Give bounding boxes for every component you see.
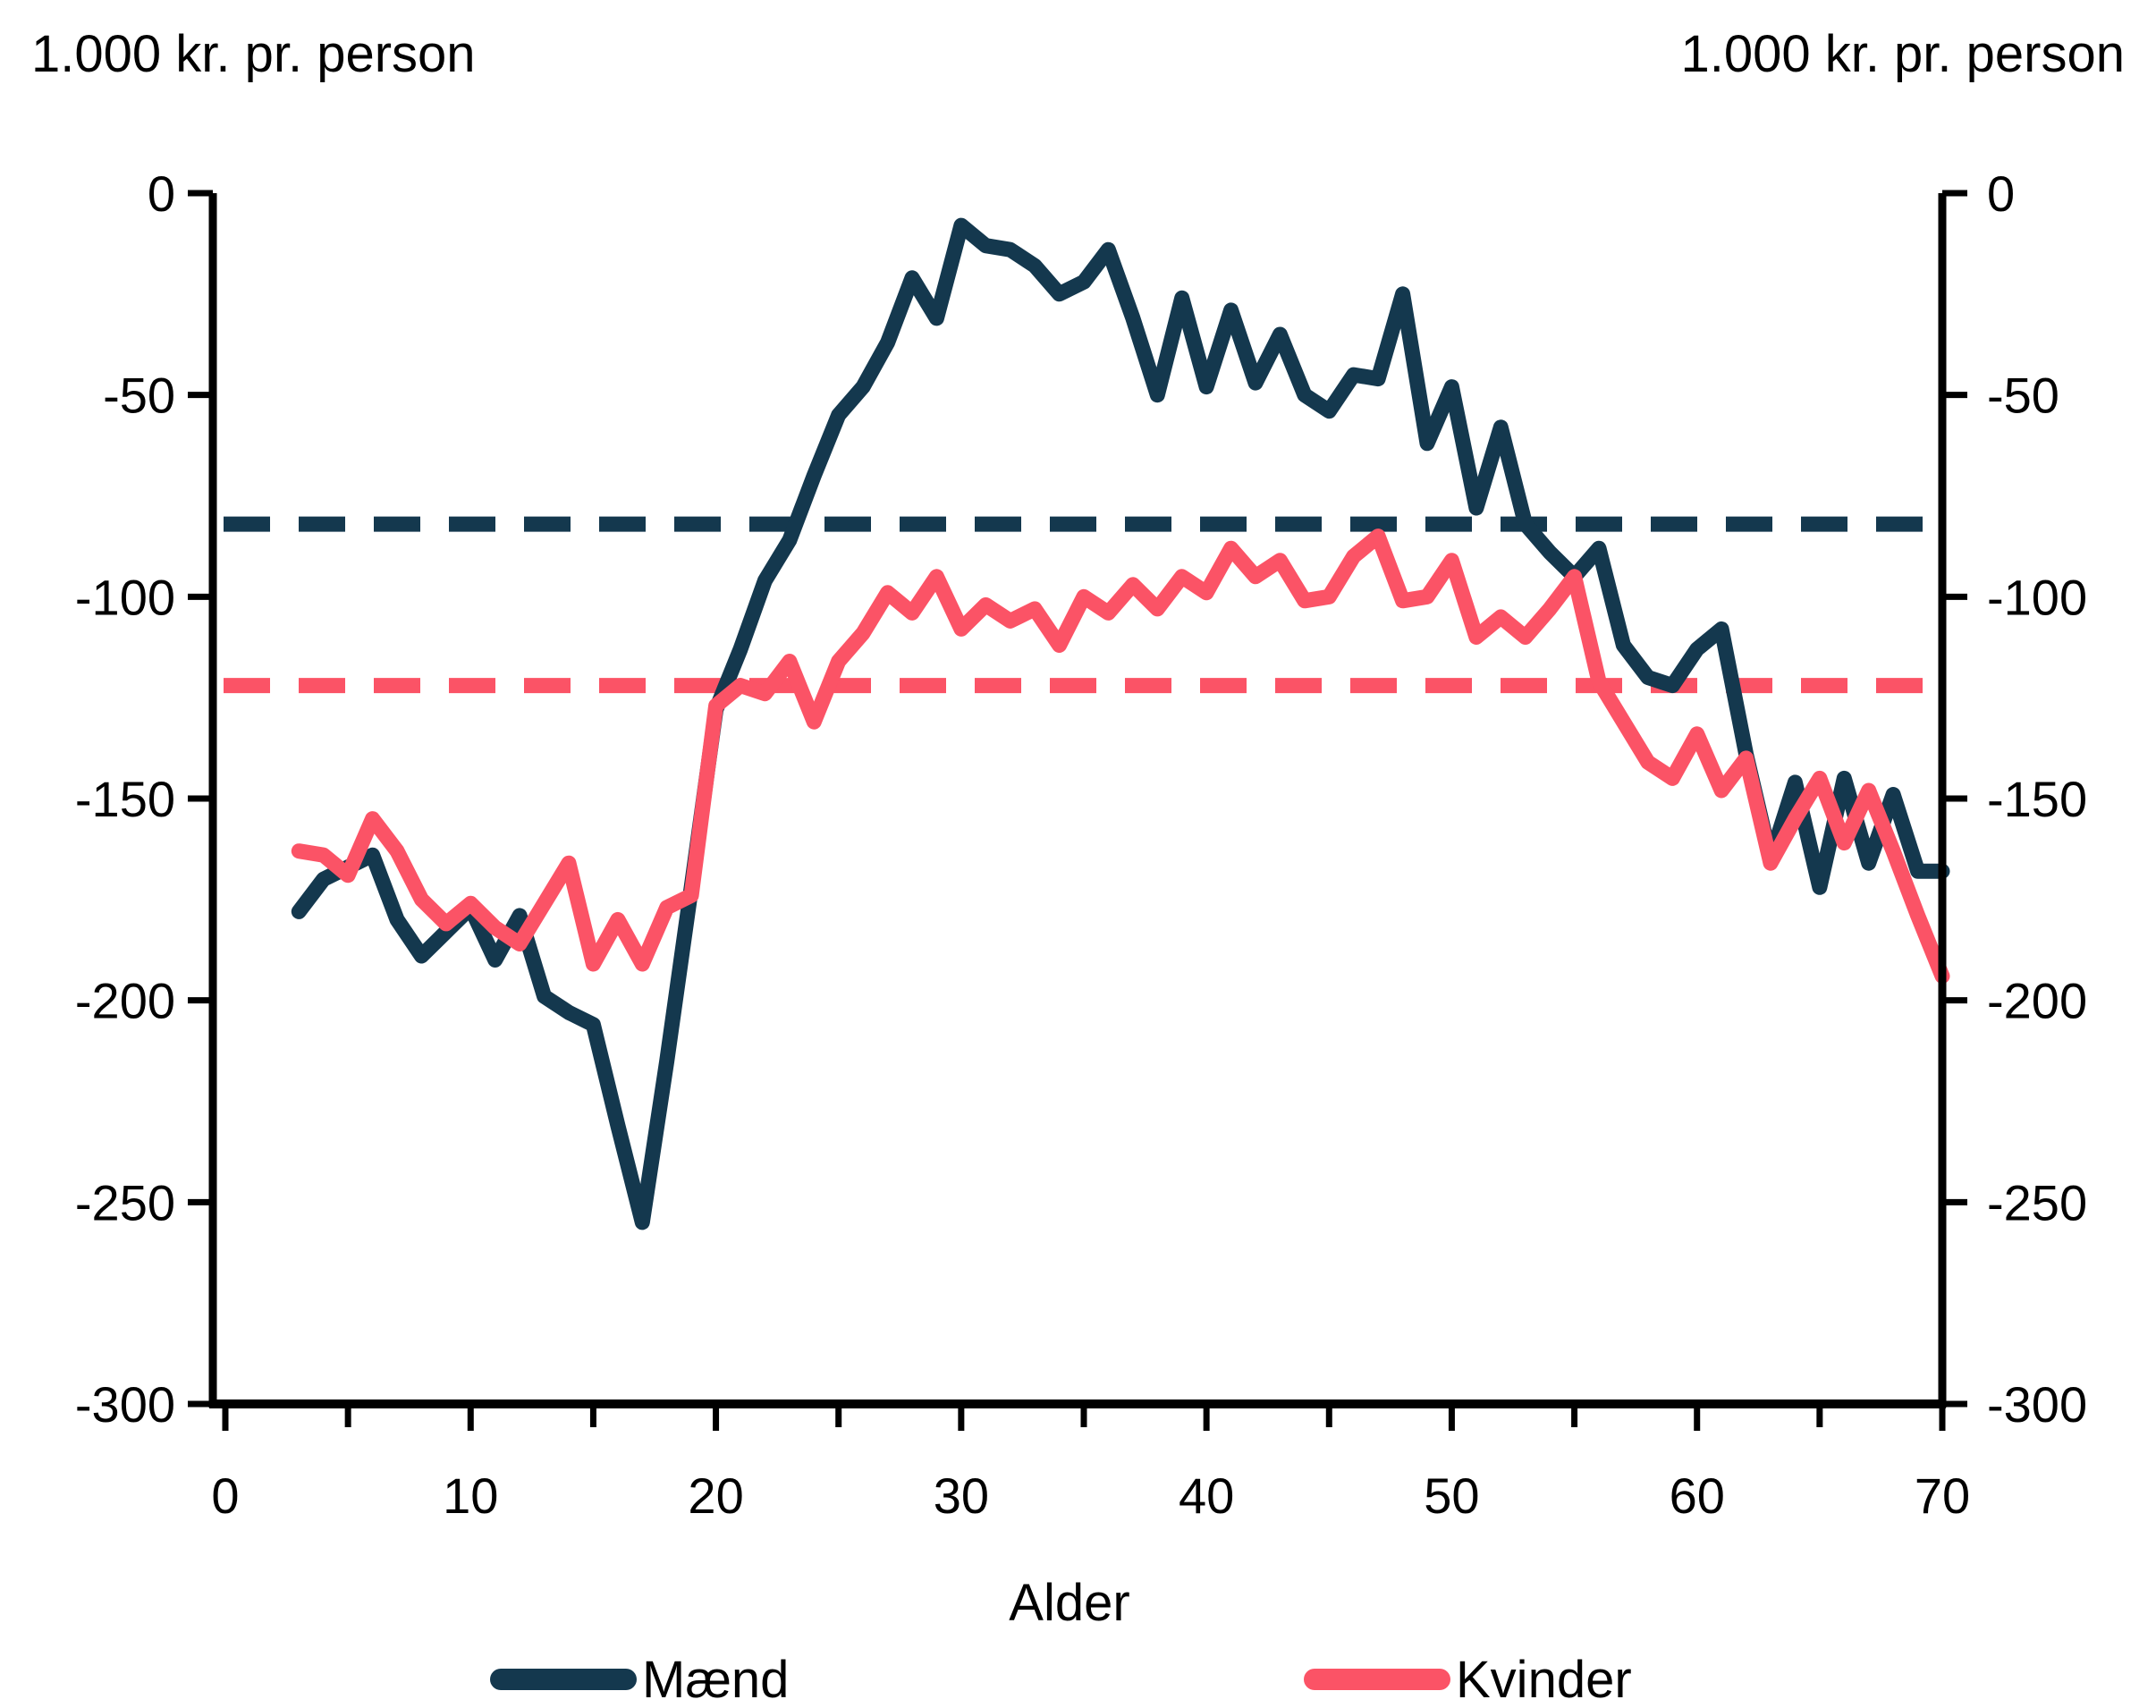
series-lines-group	[291, 217, 1950, 1230]
x-tick-label: 10	[443, 1467, 498, 1524]
y-tick-label-left: -100	[75, 569, 175, 625]
y-axis-title-right: 1.000 kr. pr. person	[1680, 25, 2125, 83]
y-tick-label-left: -200	[75, 973, 175, 1029]
y-tick-label-right: 0	[1987, 165, 2015, 222]
y-tick-label-left: -300	[75, 1376, 175, 1433]
x-tick-label: 20	[688, 1467, 743, 1524]
y-tick-label-right: -300	[1987, 1376, 2087, 1433]
legend: Mænd Kvinder	[490, 1651, 1632, 1708]
y-tick-label-right: -250	[1987, 1174, 2087, 1230]
x-tick-label: 50	[1424, 1467, 1479, 1524]
y-tick-label-left: -250	[75, 1174, 175, 1230]
x-tick-label: 70	[1915, 1467, 1970, 1524]
x-tick-label: 0	[211, 1467, 239, 1524]
reference-lines-group	[224, 516, 1935, 694]
x-tick-label: 60	[1670, 1467, 1725, 1524]
series-line-1	[291, 528, 1950, 985]
maend-legend-label: Mænd	[642, 1651, 789, 1708]
y-tick-label-right: -100	[1987, 569, 2087, 625]
kvinder-legend-label: Kvinder	[1456, 1651, 1632, 1708]
x-tick-label: 40	[1179, 1467, 1234, 1524]
y-tick-label-left: 0	[148, 165, 175, 222]
y-tick-label-right: -200	[1987, 973, 2087, 1029]
tick-labels-group: 0 0 -50 -50 -100 -100 -150 -150 -200 -200 -250 -250…	[75, 165, 2087, 1524]
x-tick-label: 30	[934, 1467, 989, 1524]
y-tick-label-right: -150	[1987, 771, 2087, 827]
series-line-0	[291, 217, 1950, 1230]
x-axis-title: Alder	[1009, 1574, 1129, 1632]
y-tick-label-left: -150	[75, 771, 175, 827]
y-axis-title-left: 1.000 kr. pr. person	[31, 25, 476, 83]
axes-group	[188, 190, 1967, 1431]
y-tick-label-left: -50	[103, 368, 175, 424]
y-tick-label-right: -50	[1987, 368, 2059, 424]
